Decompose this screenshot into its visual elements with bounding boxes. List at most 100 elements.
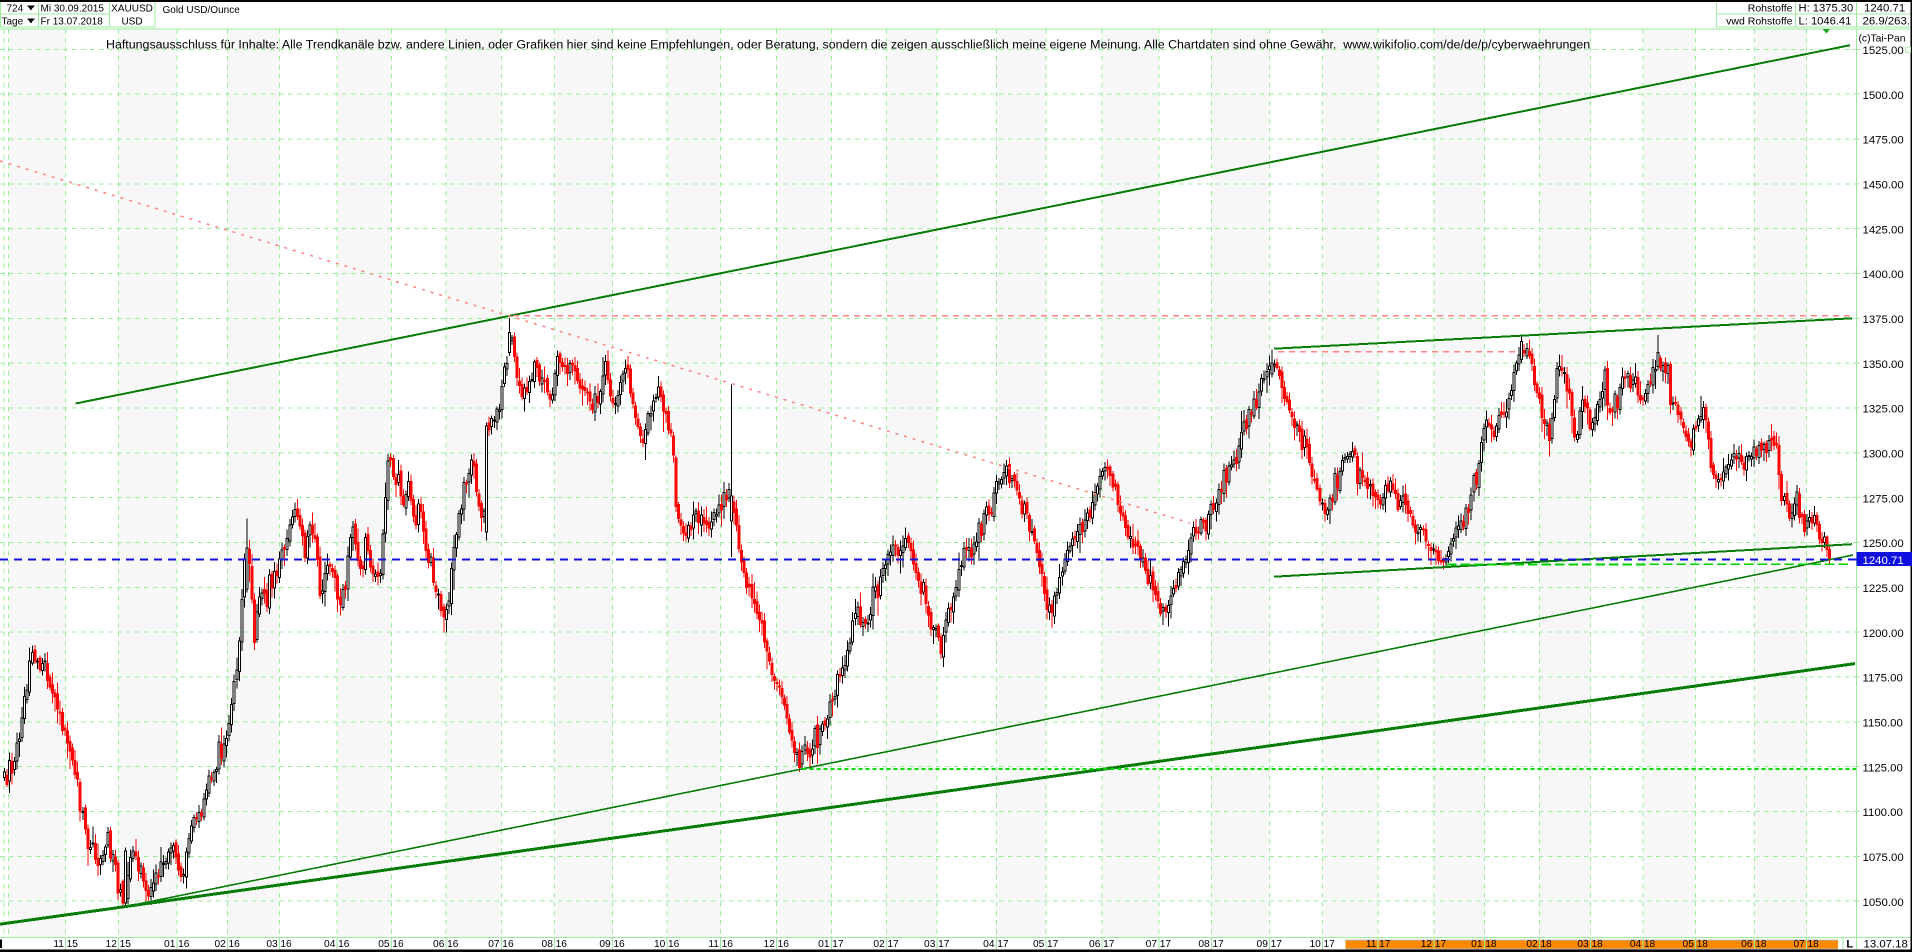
svg-text:18: 18 [1540,939,1552,950]
svg-text:15: 15 [120,939,132,950]
svg-text:02: 02 [214,939,226,950]
svg-text:06: 06 [1089,939,1101,950]
svg-text:03: 03 [924,939,936,950]
svg-text:1125.00: 1125.00 [1863,762,1903,774]
svg-text:17: 17 [1324,939,1336,950]
svg-text:vwd Rohstoffe: vwd Rohstoffe [1726,15,1793,27]
svg-text:17: 17 [1047,939,1059,950]
svg-text:Haftungsausschluss für Inhalte: Haftungsausschluss für Inhalte: Alle Tre… [106,38,1590,52]
svg-text:17: 17 [938,939,950,950]
svg-text:18: 18 [1697,939,1709,950]
svg-text:1225.00: 1225.00 [1863,583,1904,595]
svg-text:1275.00: 1275.00 [1863,493,1904,505]
svg-text:16: 16 [338,939,350,950]
svg-text:11: 11 [1366,939,1377,950]
svg-text:1400.00: 1400.00 [1863,269,1904,281]
svg-text:07: 07 [1146,939,1158,950]
svg-text:1350.00: 1350.00 [1863,359,1904,371]
svg-text:06: 06 [433,939,445,950]
svg-text:16: 16 [392,939,404,950]
svg-text:1375.00: 1375.00 [1863,314,1904,326]
svg-text:16: 16 [613,939,625,950]
svg-text:04: 04 [983,939,995,950]
svg-text:18: 18 [1755,939,1767,950]
svg-text:Fr 13.07.2018: Fr 13.07.2018 [41,16,104,27]
svg-text:05: 05 [378,939,390,950]
svg-text:08: 08 [1198,939,1210,950]
svg-text:11: 11 [53,939,64,950]
svg-text:1175.00: 1175.00 [1863,673,1903,685]
svg-text:04: 04 [324,939,336,950]
svg-text:(c)Tai-Pan: (c)Tai-Pan [1859,34,1906,45]
svg-text:18: 18 [1591,939,1603,950]
svg-text:11: 11 [708,939,719,950]
svg-text:18: 18 [1808,939,1820,950]
svg-text:04: 04 [1630,939,1642,950]
svg-text:17: 17 [832,939,844,950]
svg-text:05: 05 [1683,939,1695,950]
svg-text:17: 17 [1160,939,1172,950]
svg-text:18: 18 [1485,939,1497,950]
svg-text:16: 16 [722,939,734,950]
svg-text:1240.71: 1240.71 [1864,2,1905,14]
svg-text:13.07.18: 13.07.18 [1864,938,1908,950]
svg-text:1500.00: 1500.00 [1863,90,1904,102]
svg-text:03: 03 [266,939,278,950]
svg-text:10: 10 [654,939,666,950]
svg-text:17: 17 [1379,939,1391,950]
svg-text:17: 17 [997,939,1009,950]
svg-text:16: 16 [280,939,292,950]
svg-text:12: 12 [1421,939,1433,950]
svg-text:16: 16 [178,939,190,950]
svg-text:1150.00: 1150.00 [1863,718,1903,730]
svg-text:18: 18 [1644,939,1656,950]
svg-text:16: 16 [668,939,680,950]
svg-text:Gold USD/Ounce: Gold USD/Ounce [163,5,241,16]
svg-text:12: 12 [106,939,118,950]
svg-text:1075.00: 1075.00 [1863,852,1904,864]
svg-text:16: 16 [502,939,514,950]
svg-text:16: 16 [556,939,568,950]
svg-text:17: 17 [1435,939,1447,950]
svg-text:724: 724 [7,3,24,14]
svg-text:05: 05 [1033,939,1045,950]
svg-text:1475.00: 1475.00 [1863,135,1904,147]
svg-text:L: L [1846,938,1853,950]
svg-text:1200.00: 1200.00 [1863,628,1904,640]
svg-text:01: 01 [1471,939,1483,950]
svg-text:L: 1046.41: L: 1046.41 [1799,15,1852,27]
svg-text:17: 17 [1212,939,1224,950]
svg-text:17: 17 [887,939,899,950]
svg-text:16: 16 [778,939,790,950]
svg-text:08: 08 [542,939,554,950]
svg-text:07: 07 [1793,939,1805,950]
svg-text:01: 01 [818,939,830,950]
svg-text:17: 17 [1103,939,1115,950]
svg-text:12: 12 [764,939,776,950]
svg-text:17: 17 [1271,939,1283,950]
svg-text:Rohstoffe: Rohstoffe [1748,2,1793,14]
svg-text:03: 03 [1577,939,1589,950]
svg-text:1240.71: 1240.71 [1863,555,1904,567]
svg-text:Tage: Tage [2,16,24,27]
svg-text:1325.00: 1325.00 [1863,404,1904,416]
svg-text:USD: USD [121,16,142,27]
svg-text:XAUUSD: XAUUSD [111,3,153,14]
svg-text:1050.00: 1050.00 [1863,897,1904,909]
svg-text:02: 02 [1526,939,1538,950]
svg-text:02: 02 [873,939,885,950]
svg-text:1425.00: 1425.00 [1863,224,1904,236]
svg-text:26.9/263.1: 26.9/263.1 [1863,15,1912,27]
svg-text:16: 16 [447,939,459,950]
svg-text:1300.00: 1300.00 [1863,449,1904,461]
svg-text:1525.00: 1525.00 [1863,45,1904,57]
svg-text:1450.00: 1450.00 [1863,180,1904,192]
svg-text:10: 10 [1309,939,1321,950]
svg-text:H: 1375.30: H: 1375.30 [1799,2,1854,14]
svg-text:01: 01 [164,939,176,950]
svg-text:09: 09 [599,939,611,950]
svg-text:16: 16 [229,939,241,950]
svg-text:1100.00: 1100.00 [1863,807,1903,819]
svg-text:06: 06 [1741,939,1753,950]
svg-text:07: 07 [488,939,500,950]
